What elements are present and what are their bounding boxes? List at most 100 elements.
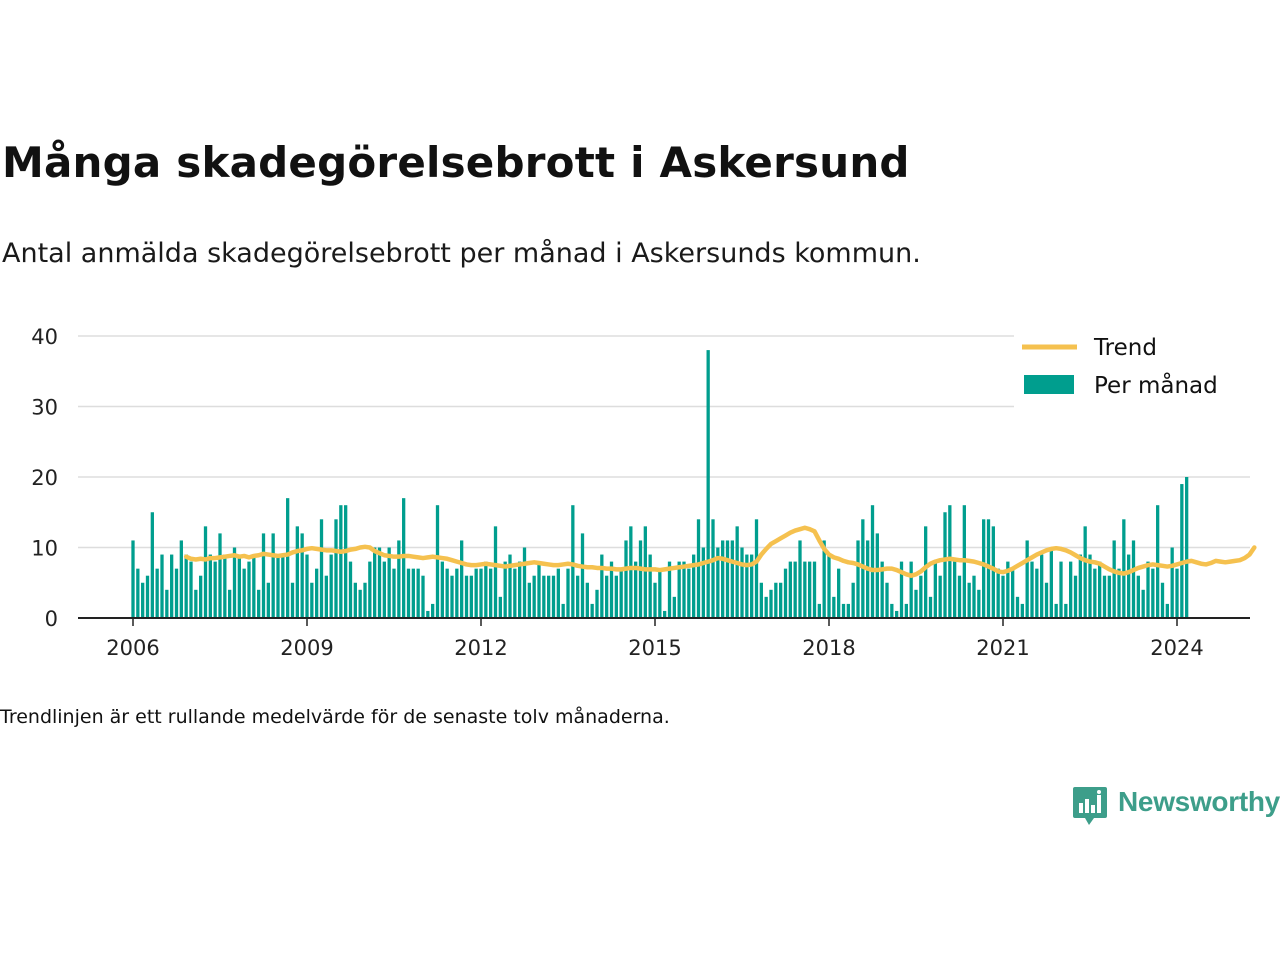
bar xyxy=(406,568,411,618)
bar xyxy=(194,589,198,618)
bar xyxy=(1040,554,1044,618)
bar xyxy=(315,568,319,618)
bar xyxy=(532,575,536,618)
bar xyxy=(866,540,870,618)
bar xyxy=(1049,547,1053,618)
bar xyxy=(223,554,227,618)
bar xyxy=(421,575,425,618)
bar xyxy=(1136,575,1140,618)
bar xyxy=(822,540,826,618)
bar xyxy=(460,540,464,618)
bar xyxy=(851,582,855,618)
bar xyxy=(1141,589,1145,618)
bar xyxy=(991,526,995,618)
bar xyxy=(827,554,831,618)
bar xyxy=(547,575,551,618)
bar xyxy=(774,582,778,618)
bar xyxy=(812,561,817,618)
bar xyxy=(1020,603,1024,618)
bar xyxy=(155,568,159,618)
bar xyxy=(1107,575,1111,618)
bar xyxy=(397,540,401,618)
bar xyxy=(324,575,328,618)
bar xyxy=(682,561,686,618)
bar xyxy=(769,589,773,618)
bar xyxy=(1098,561,1102,618)
x-tick-label: 2021 xyxy=(976,636,1029,660)
bar xyxy=(1001,575,1005,618)
bar xyxy=(290,582,295,618)
bar xyxy=(721,540,725,618)
x-tick-label: 2015 xyxy=(628,636,681,660)
bar xyxy=(803,561,807,618)
bar xyxy=(895,610,899,618)
bar xyxy=(213,561,217,618)
bar xyxy=(551,575,556,618)
bar xyxy=(319,519,324,618)
bar xyxy=(411,568,415,618)
bar xyxy=(174,568,179,618)
bar xyxy=(1170,547,1174,618)
x-tick-label: 2018 xyxy=(802,636,855,660)
bar xyxy=(1030,561,1034,618)
newsworthy-logo: Newsworthy xyxy=(1072,784,1280,828)
bar xyxy=(730,540,734,618)
bar xyxy=(503,561,507,618)
bar xyxy=(368,561,372,618)
bar xyxy=(1054,603,1058,618)
chart-title: Många skadegörelsebrott i Askersund xyxy=(2,138,910,187)
bar xyxy=(740,547,744,618)
bar xyxy=(136,568,140,618)
bar xyxy=(590,603,594,618)
bar xyxy=(1025,540,1029,618)
bar xyxy=(271,533,275,618)
bar xyxy=(614,575,618,618)
bar xyxy=(624,540,628,618)
bar xyxy=(165,589,169,618)
bar xyxy=(363,582,367,618)
bar xyxy=(537,561,541,618)
bar xyxy=(353,582,357,618)
x-tick-label: 2006 xyxy=(106,636,159,660)
bar xyxy=(208,554,212,618)
bar xyxy=(904,603,908,618)
bar xyxy=(489,568,493,618)
bar xyxy=(677,561,681,618)
bar xyxy=(953,561,957,618)
bar xyxy=(977,589,981,618)
speech-bubble-bar-chart-icon xyxy=(1073,787,1107,825)
bar xyxy=(948,505,952,618)
bar xyxy=(1127,554,1131,618)
axes: 2006 2009 2012 2015 2018 2021 2024 xyxy=(78,617,1250,660)
bar xyxy=(1175,568,1179,618)
bar xyxy=(643,526,647,618)
bar xyxy=(943,512,947,618)
bar xyxy=(1102,575,1107,618)
bar xyxy=(160,554,164,618)
bar xyxy=(924,526,928,618)
bar xyxy=(189,561,193,618)
gridlines: 0 10 20 30 40 xyxy=(31,325,1250,631)
bar xyxy=(199,575,203,618)
bar xyxy=(725,540,730,618)
bar xyxy=(469,575,473,618)
bar xyxy=(527,582,531,618)
bar xyxy=(576,575,580,618)
bar xyxy=(764,596,768,618)
bar xyxy=(914,589,918,618)
bar xyxy=(440,561,444,618)
bar xyxy=(358,589,362,618)
bar xyxy=(933,561,937,618)
bar xyxy=(648,554,652,618)
bar xyxy=(1035,568,1039,618)
bar xyxy=(1011,568,1015,618)
bar xyxy=(667,561,672,618)
bar xyxy=(938,575,942,618)
bar xyxy=(585,582,589,618)
brand-name: Newsworthy xyxy=(1118,786,1280,817)
bar xyxy=(179,540,183,618)
y-tick-label: 10 xyxy=(31,537,58,561)
bar xyxy=(658,568,662,618)
bar xyxy=(1073,575,1078,618)
bar xyxy=(484,561,488,618)
